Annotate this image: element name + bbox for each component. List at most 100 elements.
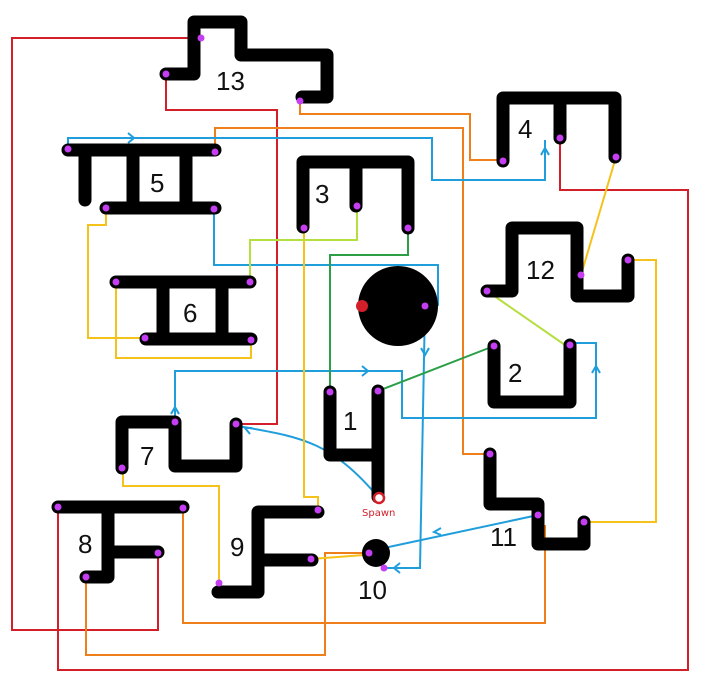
port (365, 549, 373, 557)
port (197, 34, 205, 42)
port (141, 334, 149, 342)
arrow-down-icon (420, 347, 430, 358)
room-11-label: 11 (490, 522, 517, 552)
room-1-walls-left (323, 385, 385, 462)
room-1-label: 1 (343, 406, 357, 436)
walls (51, 15, 635, 599)
connection-yellow-7-9 (122, 468, 220, 583)
port (421, 302, 429, 310)
arrow-right-icon (361, 365, 370, 377)
arrow-left-icon (392, 562, 401, 574)
connection-blue-ball-10 (384, 305, 426, 569)
port (171, 418, 179, 426)
connection-orange-11-8 (182, 508, 546, 624)
connection-lime-12-2 (486, 290, 566, 346)
room-12-label: 12 (526, 255, 555, 285)
room-11-walls (483, 447, 591, 551)
port (64, 145, 72, 153)
room-13-walls (159, 15, 334, 104)
port (612, 153, 620, 161)
port (580, 518, 588, 526)
port (54, 503, 62, 511)
room-9-label: 9 (230, 532, 244, 562)
connection-red-13-8 (11, 37, 201, 631)
room-8-walls-stem (79, 500, 115, 584)
arrow-up-icon (170, 404, 180, 415)
port (314, 506, 322, 514)
room-6-label: 6 (183, 298, 197, 328)
port (374, 387, 382, 395)
room-13-label: 13 (216, 66, 245, 96)
room-7-label: 7 (140, 441, 154, 471)
port (326, 388, 334, 396)
port (296, 97, 304, 105)
connection-yellow-6-6 (115, 282, 252, 359)
ports (54, 34, 632, 587)
room-labels: 13 4 5 3 12 6 2 1 7 11 8 9 10 (78, 66, 555, 605)
room-7-walls (115, 415, 243, 475)
connection-blue-7-2 (174, 342, 597, 420)
room-4-label: 4 (518, 114, 532, 144)
port (215, 579, 223, 587)
room-9-walls (211, 505, 325, 599)
connection-orange-5-11 (214, 127, 490, 455)
connection-red-4-8 (57, 138, 689, 671)
port (211, 148, 219, 156)
port (162, 70, 170, 78)
connection-yellow-9-10 (310, 554, 365, 560)
port (300, 224, 308, 232)
port (112, 278, 120, 286)
connection-yellow-5-6 (87, 208, 145, 339)
room-10-blob (362, 539, 390, 567)
port (118, 464, 126, 472)
port (353, 202, 361, 210)
port (577, 271, 585, 279)
connection-green-3-1 (329, 228, 409, 392)
connection-orange-10-8 (85, 552, 369, 656)
port (247, 336, 255, 344)
room-5-label: 5 (150, 168, 164, 198)
port (82, 573, 90, 581)
spawn-marker (372, 491, 386, 505)
port (566, 341, 574, 349)
arrow-left-icon (242, 427, 252, 435)
port (307, 555, 315, 563)
arrow-up-icon (591, 363, 601, 374)
connection-blue-11-10 (383, 514, 539, 549)
port (556, 134, 564, 142)
port (483, 287, 491, 295)
arrow-up-icon (540, 145, 550, 156)
port (404, 224, 412, 232)
port (534, 511, 542, 519)
port (154, 549, 162, 557)
orb-red-dot (356, 300, 368, 312)
port (499, 157, 507, 165)
spawn-label: Spawn (362, 508, 395, 519)
port (486, 450, 494, 458)
room-2-label: 2 (508, 358, 522, 388)
connection-yellow-12-11 (584, 259, 657, 523)
arrow-left-icon (431, 527, 442, 536)
arrow-right-icon (127, 132, 136, 144)
room-8-label: 8 (78, 529, 92, 559)
port (380, 564, 388, 572)
port (624, 256, 632, 264)
connection-red-13-7 (165, 74, 278, 425)
black-orb (358, 266, 438, 346)
port (179, 504, 187, 512)
room-12-walls (480, 221, 635, 303)
connection-lines (11, 37, 689, 671)
port (490, 342, 498, 350)
connection-yellow-3-9 (303, 228, 319, 510)
connection-green-1-2 (377, 345, 495, 392)
room-10-label: 10 (358, 575, 387, 605)
port (232, 420, 240, 428)
room-3-label: 3 (315, 179, 329, 209)
connection-blue-5-4 (67, 137, 546, 181)
room-2-walls (487, 338, 577, 409)
connection-orange-13-4 (299, 101, 503, 161)
connection-lime-3-6 (249, 206, 358, 282)
port (102, 204, 110, 212)
port (246, 278, 254, 286)
